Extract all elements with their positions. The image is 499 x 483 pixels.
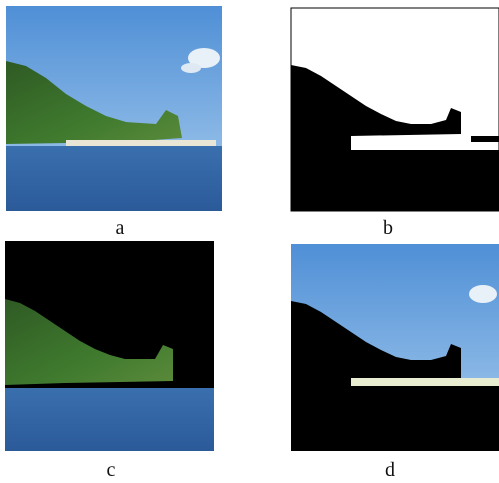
panel-c-image xyxy=(5,241,214,451)
panel-label: c xyxy=(107,459,116,481)
panel-label: b xyxy=(383,217,393,239)
panel-label: a xyxy=(116,217,125,239)
panel-a-image xyxy=(6,6,222,211)
panel-label: d xyxy=(385,459,395,481)
panel-d-image xyxy=(291,244,499,451)
panel-b-image xyxy=(290,7,499,212)
